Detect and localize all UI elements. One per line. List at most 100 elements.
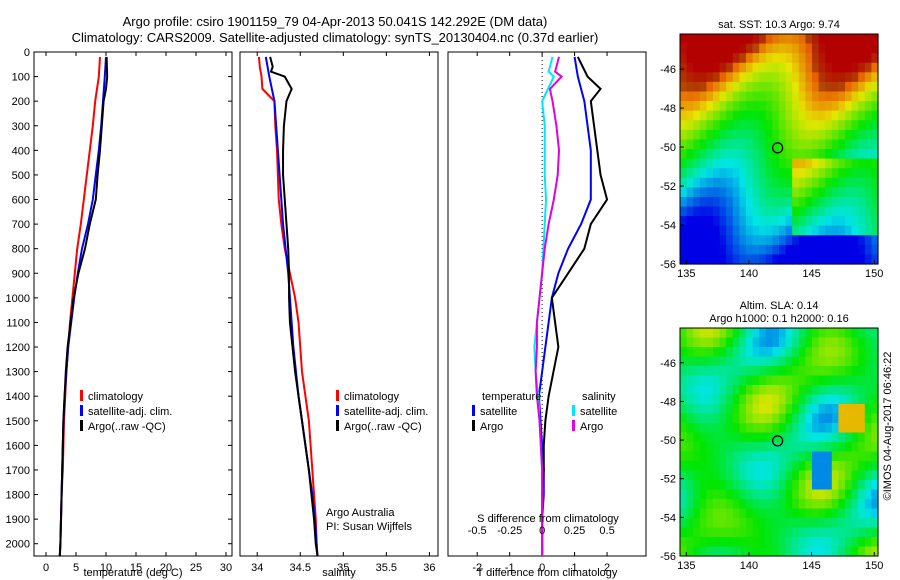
map-cell	[838, 508, 846, 519]
map-cell	[825, 34, 833, 45]
map-cell	[732, 470, 740, 481]
y-tick-label: 1200	[6, 342, 30, 354]
map-cell	[798, 356, 806, 367]
map-cell	[706, 62, 714, 73]
map-cell	[825, 366, 833, 377]
map-cell	[825, 337, 833, 348]
map-cell	[792, 546, 800, 557]
map-cell	[759, 187, 767, 198]
map-cell	[759, 129, 767, 141]
map-cell	[772, 168, 780, 179]
map-cell	[864, 158, 872, 169]
map-cell	[805, 149, 813, 160]
map-title: Argo h1000: 0.1 h2000: 0.16	[709, 313, 848, 325]
map-cell	[831, 235, 839, 246]
map-cell	[693, 356, 701, 367]
map-cell	[713, 110, 721, 121]
map-cell	[858, 480, 866, 491]
map-cell	[818, 328, 826, 339]
map-cell	[792, 356, 800, 367]
map-cell	[805, 461, 813, 472]
legend-t-argo: Argo	[480, 421, 504, 433]
map-cell	[792, 432, 800, 443]
map-cell	[851, 356, 859, 367]
map-cell	[805, 254, 813, 265]
map-cell	[779, 546, 787, 557]
map-cell	[739, 244, 747, 256]
map-cell	[719, 413, 727, 424]
map-cell	[713, 404, 721, 415]
map-cell	[851, 34, 859, 45]
map-cell	[732, 499, 740, 510]
map-cell	[732, 527, 740, 538]
x-tick-label: 0	[43, 562, 49, 574]
map-cell	[851, 244, 859, 256]
map-cell	[812, 451, 820, 462]
map-cell	[739, 196, 747, 208]
map-cell	[845, 385, 853, 396]
map-cell	[845, 423, 853, 434]
map-cell	[831, 347, 839, 358]
map-frame	[679, 327, 879, 557]
map-cell	[825, 139, 833, 150]
map-cell	[805, 139, 813, 150]
map-cell	[818, 546, 826, 557]
map-cell	[785, 328, 793, 339]
map-cell	[785, 480, 793, 491]
map-cell	[713, 470, 721, 481]
map-cell	[680, 356, 688, 367]
map-cell	[719, 489, 727, 500]
map-cell	[871, 149, 879, 160]
map-cell	[739, 375, 747, 386]
series-line	[534, 56, 564, 556]
map-cell	[752, 508, 760, 519]
map-cell	[838, 177, 846, 188]
map-cell	[719, 196, 727, 208]
map-cell	[706, 235, 714, 246]
map-cell	[871, 72, 879, 83]
map-cell	[798, 235, 806, 246]
map-cell	[871, 423, 879, 434]
map-cell	[812, 337, 820, 348]
map-cell	[693, 366, 701, 377]
map-cell	[699, 53, 707, 64]
map-cell	[732, 480, 740, 491]
x-tick-label: 2	[604, 562, 610, 574]
map-cell	[719, 470, 727, 481]
map-cell	[871, 385, 879, 396]
map-cell	[864, 244, 872, 256]
y-tick-label: 400	[12, 145, 30, 157]
map-cell	[706, 139, 714, 150]
map-cell	[825, 508, 833, 519]
legend-swatch-argo	[336, 420, 339, 431]
map-cell	[779, 120, 787, 131]
map-cell	[739, 225, 747, 236]
credit-stamp: ©IMOS 04-Aug-2017 06:46:22	[880, 296, 896, 556]
map-cell	[871, 508, 879, 519]
map-cell	[812, 225, 820, 236]
map-cell	[798, 43, 806, 54]
map-cell	[693, 187, 701, 198]
y-tick-label: -54	[660, 512, 676, 524]
map-cell	[845, 43, 853, 54]
map-cell	[812, 187, 820, 198]
map-cell	[785, 244, 793, 256]
map-cell	[706, 34, 714, 45]
map-cell	[845, 366, 853, 377]
map-cell	[858, 518, 866, 529]
map-cell	[719, 216, 727, 227]
map-cell	[812, 206, 820, 217]
map-cell	[818, 385, 826, 396]
x-tick-label: 150	[865, 268, 883, 280]
map-cell	[831, 72, 839, 83]
map-cell	[699, 347, 707, 358]
map-cell	[779, 206, 787, 217]
map-cell	[726, 489, 734, 500]
map-cell	[746, 43, 754, 54]
map-cell	[739, 158, 747, 169]
map-cell	[765, 225, 773, 236]
map-cell	[831, 413, 839, 424]
map-cell	[812, 366, 820, 377]
map-cell	[746, 168, 754, 179]
map-cell	[699, 423, 707, 434]
